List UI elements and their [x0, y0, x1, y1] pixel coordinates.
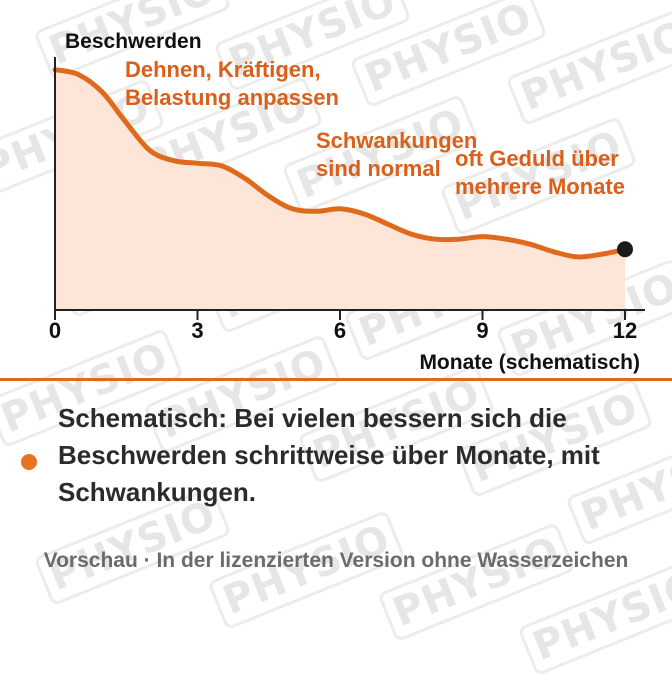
y-axis-label: Beschwerden — [65, 30, 202, 53]
x-axis-ticks: 0 3 6 9 12 — [49, 310, 637, 343]
series-line — [52, 67, 628, 260]
x-axis-label: Monate (schematisch) — [419, 351, 640, 374]
section-divider — [0, 378, 672, 381]
annotation-exercise-line-2: Belastung anpassen — [125, 85, 339, 110]
annotation-exercise-line-1: Dehnen, Kräftigen, — [125, 57, 321, 82]
x-tick-label: 3 — [191, 318, 203, 343]
x-tick-label: 9 — [476, 318, 488, 343]
annotation-patience-line-1: oft Geduld über — [455, 146, 619, 171]
annotation-fluctuations-line-1: Schwankungen — [316, 128, 477, 153]
x-tick-label: 0 — [49, 318, 61, 343]
watermark: PHYSIO — [377, 521, 577, 643]
annotation-patience-line-2: mehrere Monate — [455, 174, 625, 199]
annotation-fluctuations-line-2: sind normal — [316, 156, 441, 181]
area-fill — [55, 69, 625, 310]
x-tick-label: 12 — [613, 318, 637, 343]
schematic-area-chart: 0 3 6 9 12 Beschwerden Monate (schematisch) … — [49, 30, 645, 374]
preview-footer-note: Vorschau · In der lizenzierten Version o… — [43, 549, 629, 572]
x-tick-label: 6 — [334, 318, 346, 343]
bullet-dot-icon — [21, 454, 37, 470]
caption-text: Schematisch: Bei vielen bessern sich die… — [58, 403, 600, 507]
end-point-marker — [617, 241, 633, 258]
